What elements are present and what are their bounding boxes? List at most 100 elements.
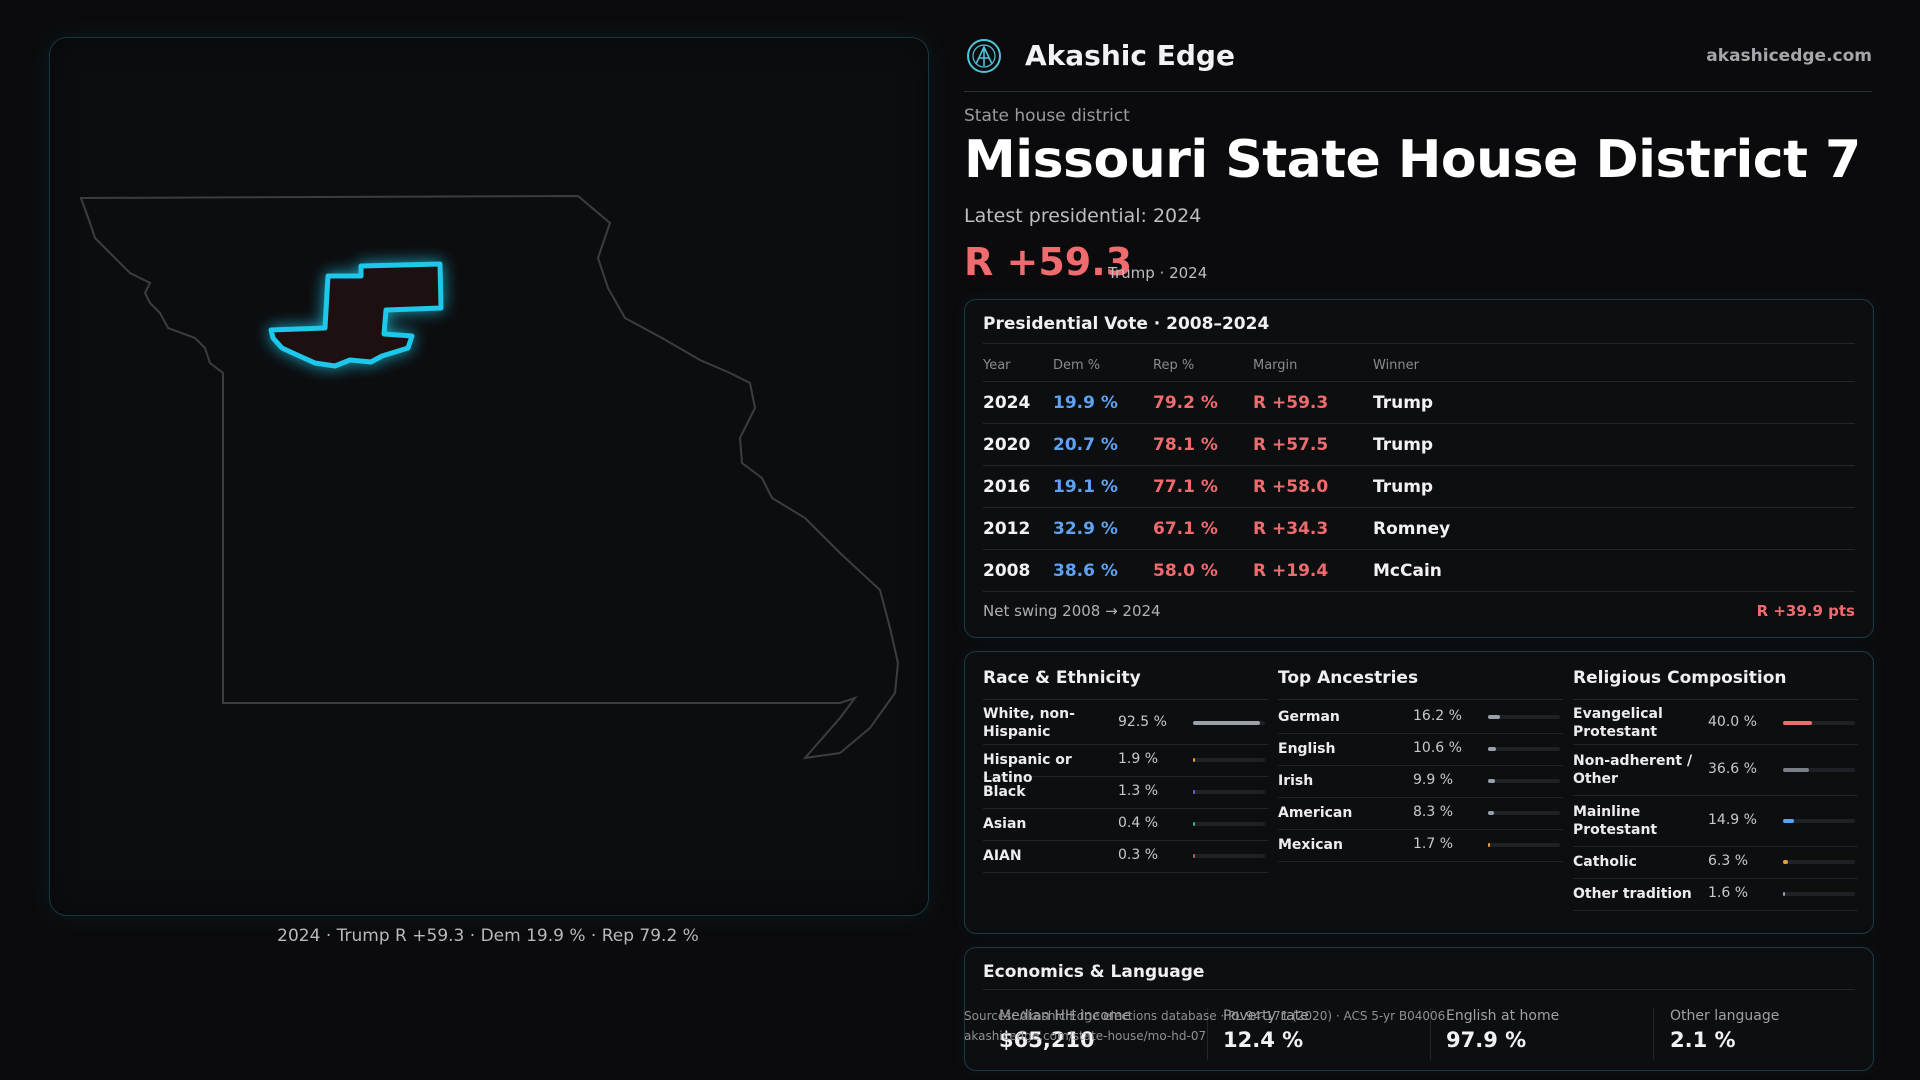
cell-winner: Trump bbox=[1373, 465, 1855, 508]
brand-name[interactable]: Akashic Edge bbox=[1025, 39, 1235, 72]
cell-year: 2008 bbox=[983, 549, 1053, 592]
divider bbox=[983, 699, 1268, 700]
district-outline[interactable] bbox=[268, 261, 444, 369]
stat-value: $65,210 bbox=[999, 1028, 1095, 1052]
cell-winner: Romney bbox=[1373, 507, 1855, 550]
item-bar-fill bbox=[1488, 747, 1496, 751]
list-item: Asian 0.4 % bbox=[983, 808, 1268, 841]
item-bar-fill bbox=[1783, 720, 1812, 725]
cell-margin: R +34.3 bbox=[1253, 507, 1373, 550]
item-bar bbox=[1193, 822, 1265, 826]
table-row[interactable]: 2020 20.7 % 78.1 % R +57.5 Trump bbox=[983, 423, 1855, 466]
column-header-winner[interactable]: Winner bbox=[1373, 349, 1855, 382]
brand-domain-link[interactable]: akashicedge.com bbox=[1706, 46, 1872, 66]
stat-other-language: Other language 2.1 % bbox=[1670, 1008, 1870, 1052]
list-item: Black 1.3 % bbox=[983, 776, 1268, 809]
stat-value: 97.9 % bbox=[1446, 1028, 1527, 1052]
item-label: Asian bbox=[983, 816, 1027, 832]
column-header-year[interactable]: Year bbox=[983, 349, 1053, 382]
item-label: Hispanic or Latino bbox=[983, 752, 1072, 786]
item-bar bbox=[1488, 747, 1560, 751]
item-bar bbox=[1783, 892, 1855, 896]
table-row[interactable]: 2016 19.1 % 77.1 % R +58.0 Trump bbox=[983, 465, 1855, 508]
item-label: Non-adherent / Other bbox=[1573, 752, 1693, 787]
item-percent: 6.3 % bbox=[1708, 853, 1749, 869]
item-label: German bbox=[1278, 709, 1340, 725]
item-bar-fill bbox=[1488, 779, 1496, 783]
item-bar-fill bbox=[1193, 720, 1260, 725]
stat-label: Other language bbox=[1670, 1008, 1780, 1024]
item-bar-fill bbox=[1193, 822, 1195, 826]
item-percent: 36.6 % bbox=[1708, 760, 1757, 777]
table-row[interactable]: 2024 19.9 % 79.2 % R +59.3 Trump bbox=[983, 381, 1855, 424]
presidential-vote-table: Year Dem % Rep % Margin Winner 2024 19.9… bbox=[983, 349, 1855, 592]
list-item: Irish 9.9 % bbox=[1278, 765, 1563, 798]
item-label: White, non-Hispanic bbox=[983, 705, 1075, 740]
table-row[interactable]: 2008 38.6 % 58.0 % R +19.4 McCain bbox=[983, 549, 1855, 592]
item-percent: 1.9 % bbox=[1118, 751, 1159, 767]
item-percent: 14.9 % bbox=[1708, 811, 1757, 828]
divider bbox=[1207, 1008, 1208, 1060]
district-map[interactable] bbox=[50, 38, 928, 915]
source-note: Sources: Akashic Edge elections database… bbox=[964, 1006, 1445, 1046]
item-percent: 10.6 % bbox=[1413, 740, 1462, 756]
item-label: Evangelical Protestant bbox=[1573, 705, 1663, 740]
list-item: Mainline Protestant 14.9 % bbox=[1573, 795, 1858, 847]
table-row[interactable]: 2012 32.9 % 67.1 % R +34.3 Romney bbox=[983, 507, 1855, 550]
item-label: English bbox=[1278, 741, 1336, 757]
cell-dem: 19.9 % bbox=[1053, 381, 1153, 424]
net-swing-value: R +39.9 pts bbox=[1756, 602, 1855, 620]
cell-rep: 77.1 % bbox=[1153, 465, 1253, 508]
item-bar-fill bbox=[1193, 854, 1195, 858]
demographics-card: Race & Ethnicity White, non-Hispanic 92.5… bbox=[964, 651, 1874, 934]
item-label: American bbox=[1278, 805, 1353, 821]
cell-year: 2024 bbox=[983, 381, 1053, 424]
column-header-dem[interactable]: Dem % bbox=[1053, 349, 1153, 382]
list-item: Catholic 6.3 % bbox=[1573, 846, 1858, 879]
item-percent: 1.3 % bbox=[1118, 783, 1159, 799]
cell-rep: 67.1 % bbox=[1153, 507, 1253, 550]
stat-label: English at home bbox=[1446, 1008, 1560, 1024]
stat-value: 12.4 % bbox=[1223, 1028, 1304, 1052]
item-bar-fill bbox=[1783, 767, 1810, 772]
divider bbox=[983, 343, 1855, 344]
item-percent: 16.2 % bbox=[1413, 708, 1462, 724]
item-bar bbox=[1193, 720, 1265, 725]
item-label: AIAN bbox=[983, 848, 1022, 864]
source-url-link[interactable]: akashicedge.com/state-house/mo-hd-07 bbox=[964, 1029, 1207, 1043]
column-header-rep[interactable]: Rep % bbox=[1153, 349, 1253, 382]
map-panel bbox=[49, 37, 929, 916]
cell-year: 2016 bbox=[983, 465, 1053, 508]
item-bar bbox=[1488, 811, 1560, 815]
divider bbox=[1653, 1008, 1654, 1060]
cell-winner: Trump bbox=[1373, 381, 1855, 424]
cell-margin: R +59.3 bbox=[1253, 381, 1373, 424]
cell-dem: 32.9 % bbox=[1053, 507, 1153, 550]
net-swing-label: Net swing 2008 → 2024 bbox=[983, 602, 1161, 620]
latest-presidential-label: Latest presidential: 2024 bbox=[964, 205, 1202, 227]
item-label: Mainline Protestant bbox=[1573, 803, 1658, 838]
cell-year: 2020 bbox=[983, 423, 1053, 466]
list-item: AIAN 0.3 % bbox=[983, 840, 1268, 873]
item-bar-fill bbox=[1488, 811, 1494, 815]
stat-label: Median HH income bbox=[999, 1008, 1132, 1024]
presidential-vote-card: Presidential Vote · 2008–2024 Year Dem %… bbox=[964, 299, 1874, 638]
item-label: Other tradition bbox=[1573, 886, 1692, 902]
item-bar bbox=[1783, 860, 1855, 864]
table-header-row: Year Dem % Rep % Margin Winner bbox=[983, 349, 1855, 382]
source-citation: Sources: Akashic Edge elections database… bbox=[964, 1009, 1446, 1023]
item-percent: 9.9 % bbox=[1413, 772, 1454, 788]
header-divider bbox=[964, 91, 1872, 92]
item-bar bbox=[1193, 854, 1265, 858]
item-label: Mexican bbox=[1278, 837, 1343, 853]
item-percent: 1.7 % bbox=[1413, 836, 1454, 852]
cell-rep: 58.0 % bbox=[1153, 549, 1253, 592]
cell-winner: Trump bbox=[1373, 423, 1855, 466]
list-item: English 10.6 % bbox=[1278, 733, 1563, 766]
list-item: German 16.2 % bbox=[1278, 701, 1563, 734]
column-header-margin[interactable]: Margin bbox=[1253, 349, 1373, 382]
list-item: Mexican 1.7 % bbox=[1278, 829, 1563, 862]
state-outline bbox=[79, 194, 900, 760]
item-bar bbox=[1783, 767, 1855, 772]
akashic-logo-icon[interactable] bbox=[966, 38, 1002, 74]
